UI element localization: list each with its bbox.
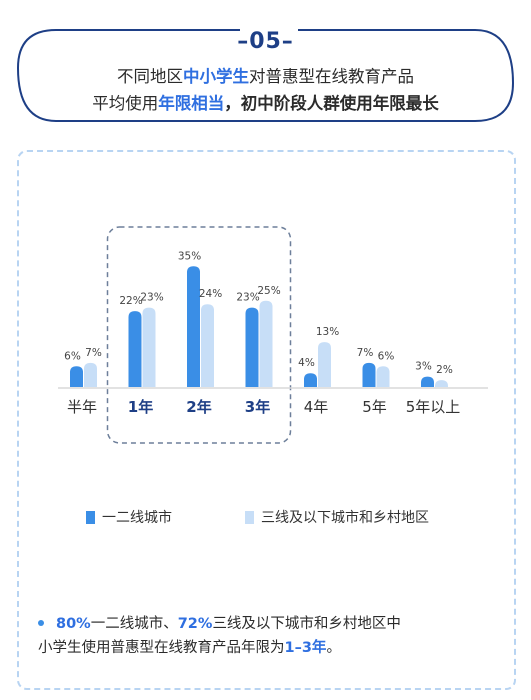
legend-label: 三线及以下城市和乡村地区	[261, 509, 429, 526]
bar-series1	[128, 311, 142, 387]
bar-series1	[304, 373, 317, 387]
x-tick-label: 2年	[186, 398, 211, 416]
data-label: 35%	[178, 250, 201, 262]
bullet-dot-icon	[38, 619, 44, 626]
x-tick-label: 4年	[304, 398, 329, 416]
note-segment: 72%	[177, 616, 213, 632]
bar-series2	[201, 304, 214, 387]
bar-series2	[84, 362, 97, 387]
headline-segment: 不同地区	[117, 67, 183, 86]
bar-series1	[362, 362, 376, 387]
bar-series2	[142, 307, 156, 387]
legend-swatch	[245, 511, 254, 524]
header: –05– 不同地区中小学生对普惠型在线教育产品 平均使用年限相当，初中阶段人群使…	[18, 23, 513, 123]
legend-label: 一二线城市	[102, 509, 172, 526]
note-segment: 。	[326, 640, 341, 656]
note-segment: 三线及以下城市和乡村地区中	[212, 616, 401, 632]
section-number: –05–	[237, 29, 294, 54]
bar-series1	[421, 376, 434, 387]
bar-series2	[259, 300, 273, 387]
note-line-2: 小学生使用普惠型在线教育产品年限为1–3年。	[38, 636, 508, 660]
bar-series2	[376, 366, 390, 387]
headline: 不同地区中小学生对普惠型在线教育产品 平均使用年限相当，初中阶段人群使用年限最长	[18, 63, 513, 117]
headline-line-1: 不同地区中小学生对普惠型在线教育产品	[18, 63, 513, 90]
header-frame	[16, 29, 515, 122]
bar-series1	[187, 266, 200, 387]
headline-line-2: 平均使用年限相当，初中阶段人群使用年限最长	[18, 90, 513, 117]
note-line-1: 80%一二线城市、72%三线及以下城市和乡村地区中	[56, 616, 401, 632]
summary-note: 80%一二线城市、72%三线及以下城市和乡村地区中 小学生使用普惠型在线教育产品…	[38, 612, 508, 660]
headline-segment: 对普惠型在线教育产品	[249, 67, 414, 86]
highlight-box	[106, 226, 292, 444]
bar-series1	[70, 366, 83, 387]
note-segment: 小学生使用普惠型在线教育产品年限为	[38, 640, 285, 656]
data-label: 23%	[236, 292, 259, 304]
data-label: 13%	[316, 326, 339, 338]
x-tick-label: 半年	[67, 398, 97, 416]
note-segment: 一二线城市、	[90, 616, 178, 632]
data-label: 23%	[140, 292, 163, 304]
data-label: 6%	[64, 350, 81, 362]
chart-card	[17, 150, 516, 690]
data-label: 4%	[298, 357, 315, 369]
data-label: 7%	[85, 347, 102, 359]
data-label: 7%	[357, 347, 374, 359]
data-label: 6%	[378, 350, 395, 362]
note-segment: 1–3年	[284, 640, 327, 656]
data-label: 22%	[119, 295, 142, 307]
x-tick-label: 1年	[128, 398, 153, 416]
bar-series2	[318, 342, 331, 387]
bar-series1	[245, 307, 259, 387]
x-tick-label: 3年	[245, 398, 270, 416]
x-tick-label: 5年	[362, 398, 387, 416]
data-label: 25%	[257, 285, 280, 297]
headline-segment: ，初中阶段人群使用年限最长	[224, 94, 439, 113]
data-label: 2%	[436, 364, 453, 376]
headline-segment: 年限相当	[158, 94, 225, 113]
headline-segment: 平均使用	[92, 94, 159, 113]
x-tick-label: 5年以上	[406, 398, 461, 416]
bar-series2	[435, 380, 448, 387]
headline-segment: 中小学生	[183, 67, 249, 86]
note-segment: 80%	[56, 616, 91, 632]
legend-swatch	[86, 511, 95, 524]
data-label: 24%	[199, 288, 222, 300]
data-label: 3%	[415, 361, 432, 373]
